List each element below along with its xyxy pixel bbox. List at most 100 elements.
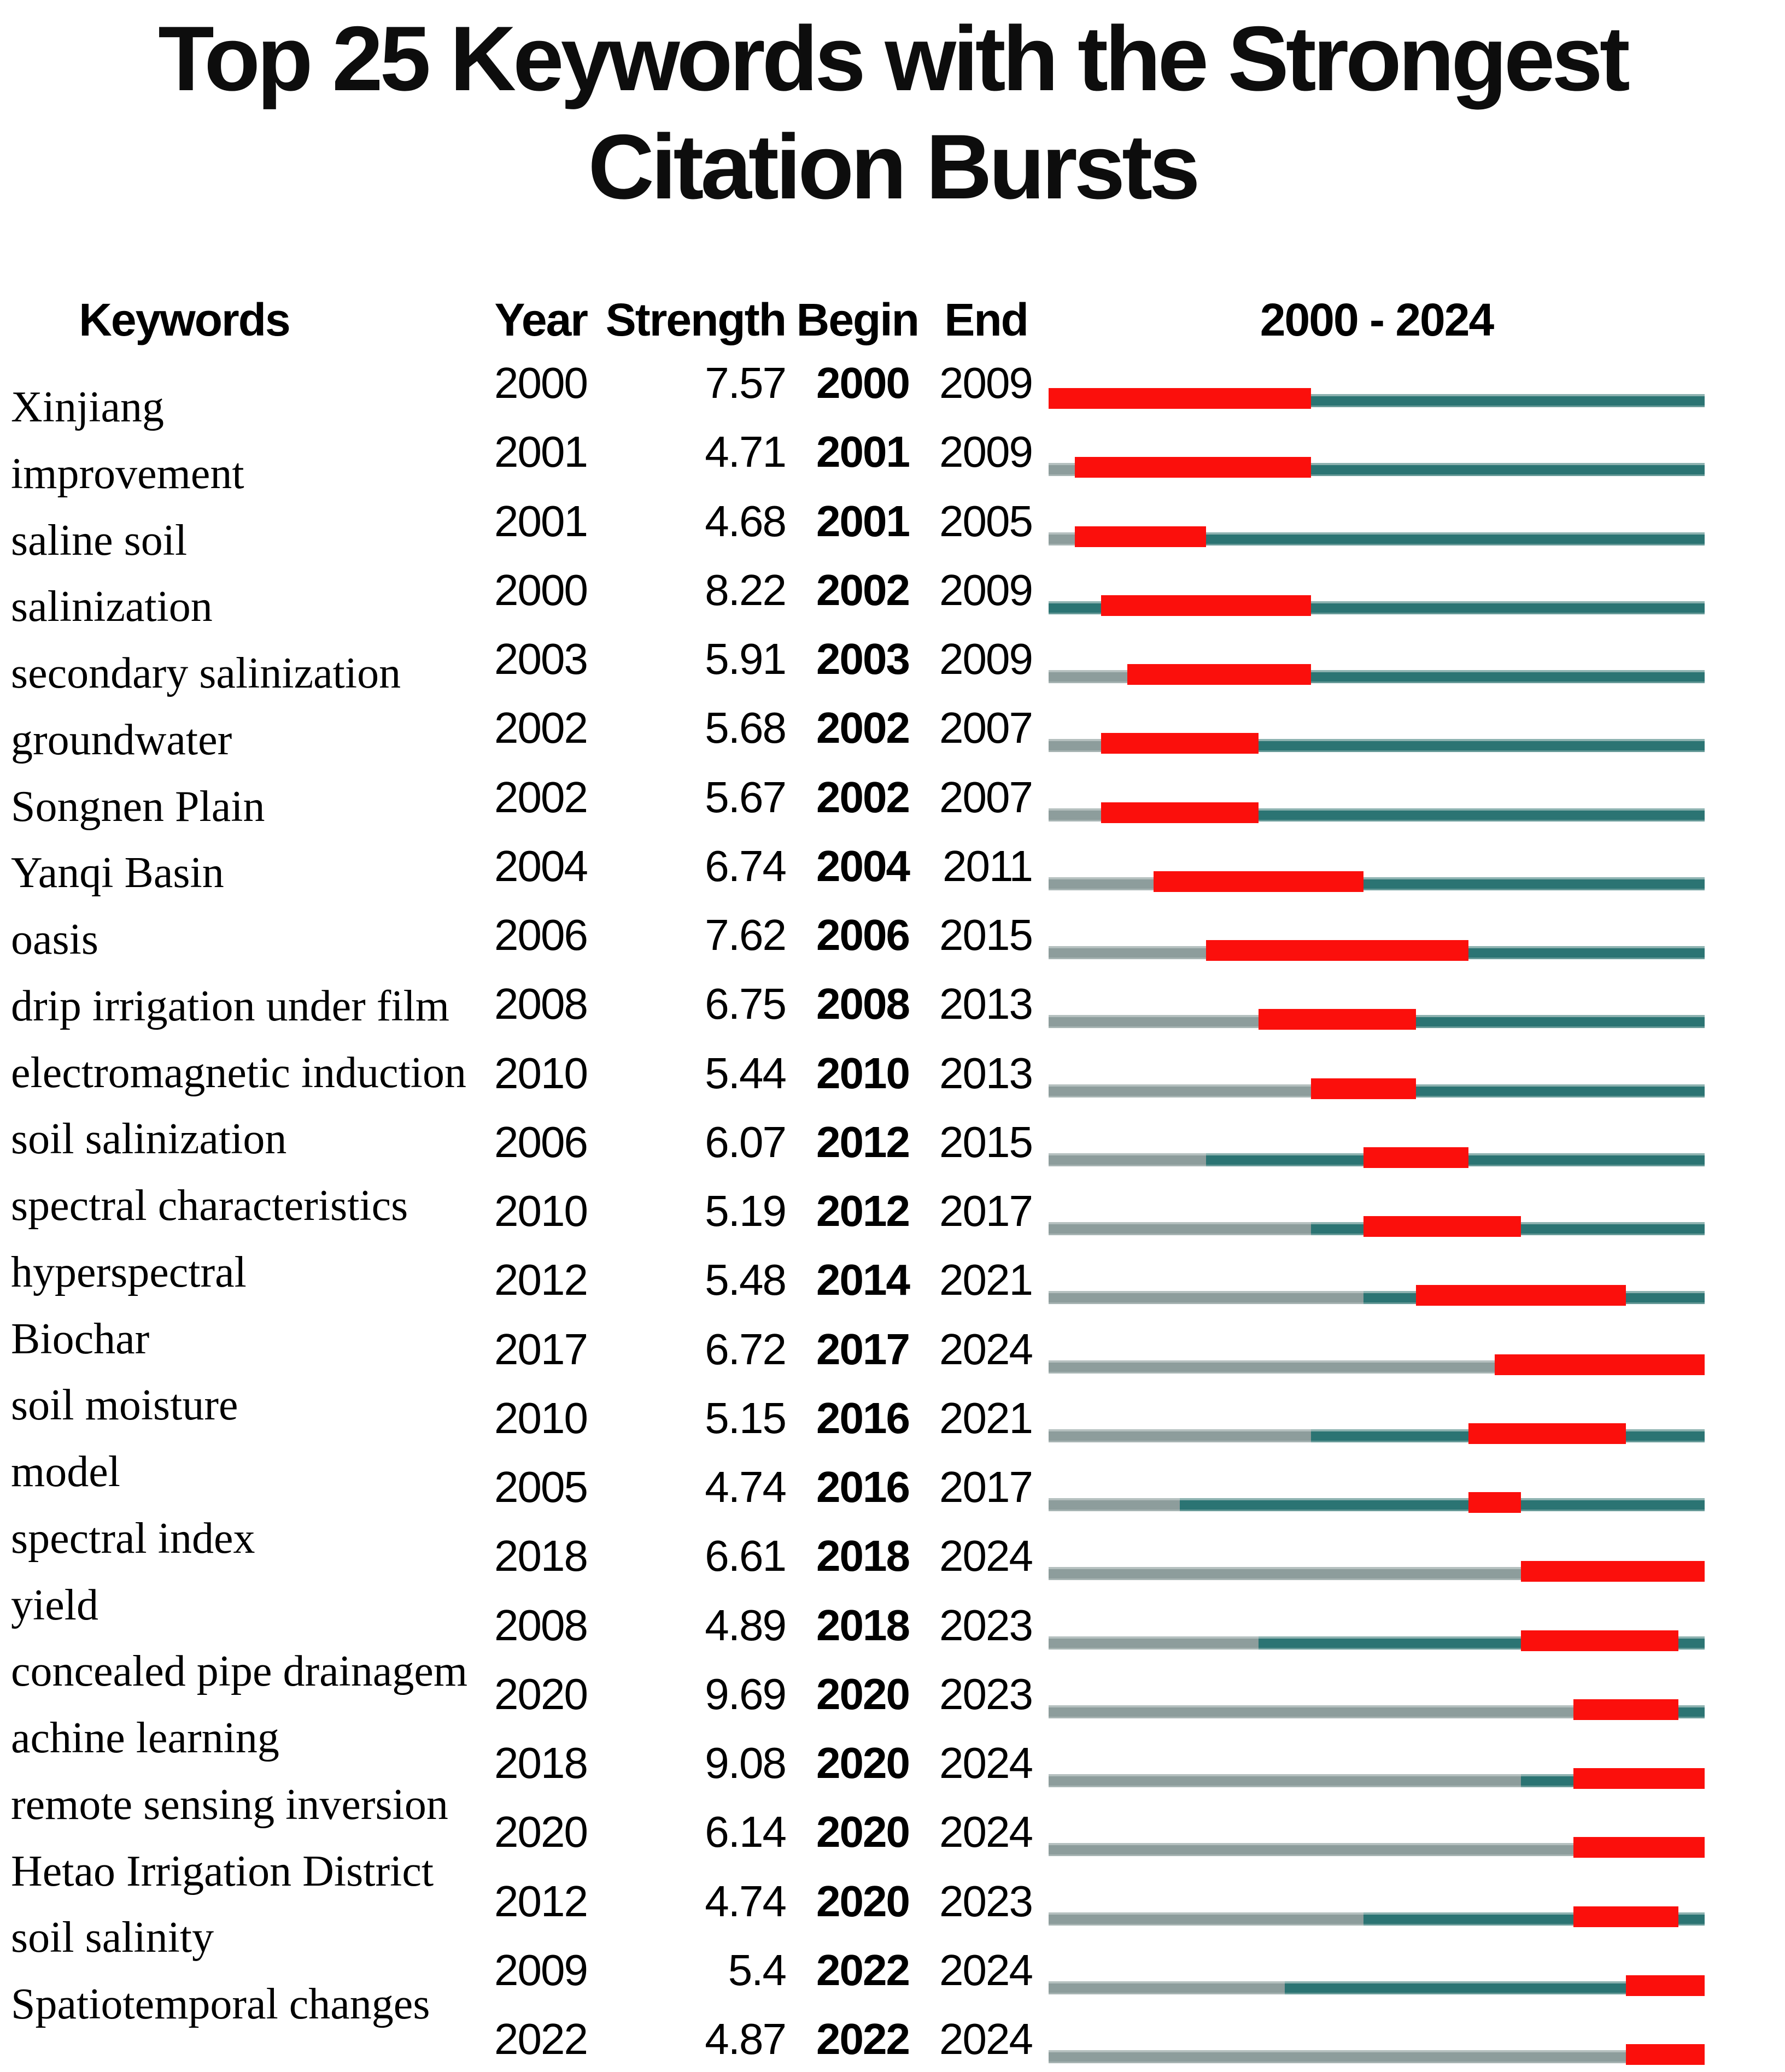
active-segment	[1259, 739, 1705, 753]
timeline-bar	[1049, 1837, 1705, 1858]
active-segment	[1206, 1153, 1363, 1166]
timeline-bar	[1049, 940, 1705, 961]
table-row: 2012 4.74 2020 2023	[0, 1867, 1785, 1936]
keyword-label: model	[11, 1448, 120, 1496]
burst-segment	[1626, 1975, 1705, 1996]
inactive-segment	[1049, 1912, 1363, 1926]
active-segment	[1311, 601, 1705, 614]
active-segment	[1626, 1429, 1705, 1442]
begin-value: 2008	[816, 979, 910, 1029]
burst-segment	[1363, 1147, 1468, 1168]
header-end: End	[944, 294, 1029, 345]
begin-value: 2020	[816, 1669, 910, 1718]
active-segment	[1678, 1705, 1705, 1718]
strength-value: 8.22	[705, 565, 787, 614]
year-value: 2006	[494, 911, 588, 959]
burst-segment	[1154, 871, 1363, 892]
year-value: 2020	[494, 1669, 588, 1718]
strength-value: 6.61	[705, 1531, 787, 1581]
end-value: 2023	[939, 1876, 1033, 1926]
end-value: 2024	[939, 2015, 1033, 2063]
timeline-bar	[1049, 1216, 1705, 1237]
keyword-label: Spatiotemporal changes	[11, 1980, 430, 2028]
year-value: 2010	[494, 1187, 588, 1235]
timeline-bar	[1049, 2044, 1705, 2065]
inactive-segment	[1049, 1981, 1285, 1994]
header-keywords: Keywords	[79, 294, 290, 345]
inactive-segment	[1049, 2050, 1626, 2063]
burst-segment	[1416, 1285, 1626, 1306]
active-segment	[1416, 1015, 1705, 1029]
table-row: 2008 4.89 2018 2023	[0, 1591, 1785, 1660]
timeline-bar	[1049, 1630, 1705, 1651]
year-value: 2008	[494, 1600, 588, 1650]
inactive-segment	[1049, 1774, 1521, 1787]
keyword-label: Xinjiang	[11, 383, 164, 431]
burst-segment	[1573, 1699, 1678, 1720]
end-value: 2023	[939, 1600, 1033, 1650]
keyword-label: secondary salinization	[11, 649, 401, 697]
end-value: 2017	[939, 1187, 1033, 1235]
timeline-bar	[1049, 1492, 1705, 1513]
active-segment	[1678, 1636, 1705, 1650]
year-value: 2018	[494, 1739, 588, 1787]
keyword-label: achine learning	[11, 1714, 279, 1762]
chart-title-line-2: Citation Bursts	[588, 115, 1200, 218]
burst-segment	[1626, 2044, 1705, 2065]
strength-value: 5.91	[705, 635, 787, 683]
table-row: 2001 4.68 2001 2005	[0, 487, 1785, 556]
table-row: 2010 5.15 2016 2021	[0, 1384, 1785, 1453]
keyword-label: soil salinity	[11, 1913, 214, 1962]
strength-value: 5.48	[705, 1255, 787, 1305]
end-value: 2007	[939, 772, 1033, 821]
strength-value: 5.15	[705, 1393, 787, 1442]
timeline-bar	[1049, 457, 1705, 478]
year-value: 2012	[494, 1255, 588, 1305]
strength-value: 4.74	[705, 1463, 787, 1511]
burst-segment	[1075, 526, 1206, 547]
active-segment	[1285, 1981, 1626, 1994]
active-segment	[1311, 394, 1705, 407]
begin-value: 2016	[816, 1393, 910, 1442]
strength-value: 6.14	[705, 1807, 787, 1857]
burst-segment	[1127, 664, 1311, 685]
burst-segment	[1573, 1906, 1678, 1927]
active-segment	[1311, 1222, 1363, 1235]
header-strength: Strength	[605, 294, 787, 345]
keyword-label: soil moisture	[11, 1381, 238, 1430]
keyword-label: oasis	[11, 915, 98, 964]
inactive-segment	[1049, 1705, 1573, 1718]
timeline-bar	[1049, 1009, 1705, 1030]
burst-segment	[1101, 733, 1259, 754]
keyword-label: soil salinization	[11, 1115, 287, 1164]
active-segment	[1521, 1498, 1705, 1511]
strength-value: 4.89	[705, 1600, 787, 1650]
end-value: 2024	[939, 1739, 1033, 1787]
table-row: 2000 7.57 2000 2009	[0, 349, 1785, 418]
end-value: 2024	[939, 1807, 1033, 1857]
begin-value: 2003	[816, 635, 910, 683]
active-segment	[1626, 1291, 1705, 1305]
table-row: 2010 5.19 2012 2017	[0, 1177, 1785, 1246]
table-row: 2006 6.07 2012 2015	[0, 1108, 1785, 1177]
timeline-bar	[1049, 1285, 1705, 1306]
year-value: 2002	[494, 703, 588, 753]
inactive-segment	[1049, 1291, 1363, 1305]
active-segment	[1363, 1291, 1416, 1305]
begin-value: 2022	[816, 1945, 910, 1994]
end-value: 2021	[939, 1393, 1033, 1442]
year-value: 2009	[494, 1945, 588, 1994]
begin-value: 2017	[816, 1324, 910, 1373]
strength-value: 4.87	[705, 2015, 787, 2063]
keyword-label: yield	[11, 1581, 98, 1629]
begin-value: 2002	[816, 565, 910, 614]
begin-value: 2000	[816, 359, 910, 407]
burst-segment	[1363, 1216, 1521, 1237]
inactive-segment	[1049, 1567, 1521, 1581]
table-row: 2018 6.61 2018 2024	[0, 1522, 1785, 1590]
column-headers: Keywords Year Strength Begin End 2000 - …	[0, 285, 1785, 354]
active-segment	[1468, 1153, 1705, 1166]
begin-value: 2018	[816, 1531, 910, 1581]
table-row: 2008 6.75 2008 2013	[0, 970, 1785, 1038]
